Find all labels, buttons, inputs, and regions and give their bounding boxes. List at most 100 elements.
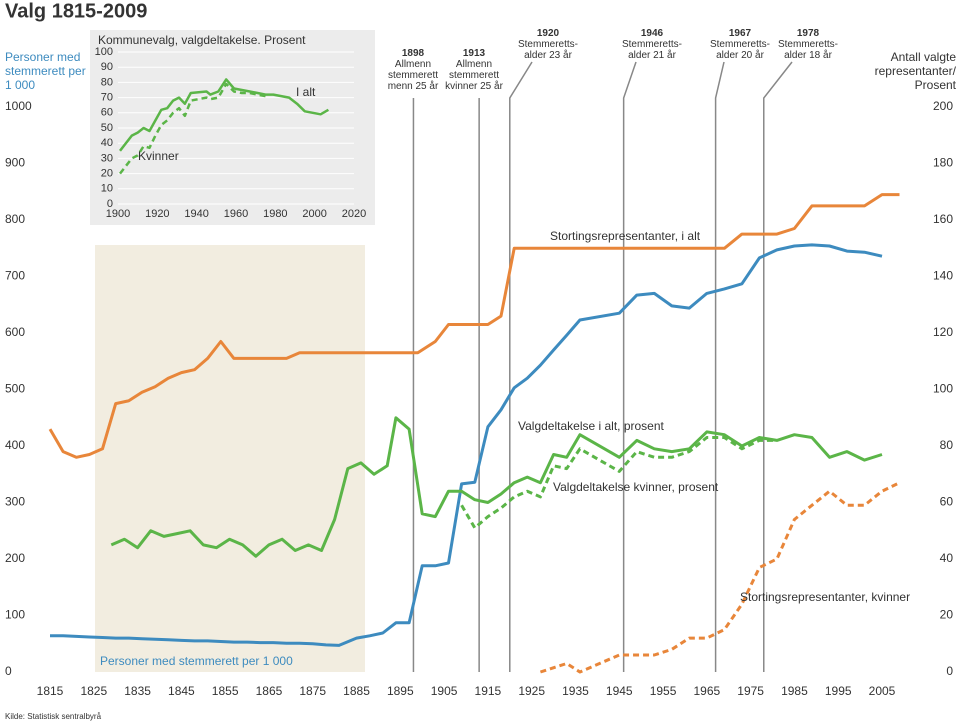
y-tick-label: 0 bbox=[107, 198, 113, 210]
x-tick-label: 2000 bbox=[302, 208, 326, 220]
event-label: 1898 Allmenn stemmerett menn 25 år bbox=[368, 48, 458, 92]
x-tick-label: 1975 bbox=[737, 684, 764, 698]
y2-tick-label: 200 bbox=[933, 99, 953, 113]
x-tick-label: 1815 bbox=[37, 684, 64, 698]
x-tick-label: 1920 bbox=[145, 208, 169, 220]
y-tick-label: 700 bbox=[5, 269, 25, 283]
x-tick-label: 2020 bbox=[342, 208, 366, 220]
event-line bbox=[509, 61, 533, 672]
y-tick-label: 80 bbox=[101, 76, 113, 88]
y2-tick-label: 140 bbox=[933, 269, 953, 283]
series-line bbox=[539, 481, 901, 674]
x-tick-label: 1940 bbox=[184, 208, 208, 220]
y-tick-label: 20 bbox=[101, 168, 113, 180]
x-tick-label: 1875 bbox=[299, 684, 326, 698]
series-label: I alt bbox=[296, 85, 316, 99]
y-tick-label: 50 bbox=[101, 122, 113, 134]
y2-tick-label: 60 bbox=[940, 495, 954, 509]
x-tick-label: 1955 bbox=[650, 684, 677, 698]
y-tick-label: 900 bbox=[5, 156, 25, 170]
event-text: alder 18 år bbox=[784, 50, 832, 61]
event-label: 1913 Allmenn stemmerett kvinner 25 år bbox=[429, 48, 519, 92]
series-label: Kvinner bbox=[138, 149, 179, 163]
x-tick-label: 1935 bbox=[562, 684, 589, 698]
y-tick-label: 500 bbox=[5, 382, 25, 396]
x-tick-label: 1995 bbox=[825, 684, 852, 698]
event-line bbox=[714, 61, 725, 672]
document-backdrop bbox=[95, 245, 365, 672]
x-tick-label: 1915 bbox=[475, 684, 502, 698]
event-line bbox=[622, 61, 637, 672]
x-tick-label: 1855 bbox=[212, 684, 239, 698]
x-tick-label: 1885 bbox=[343, 684, 370, 698]
y2-tick-label: 100 bbox=[933, 382, 953, 396]
event-label: 1920 Stemmeretts-alder 23 år bbox=[503, 28, 593, 61]
y-tick-label: 300 bbox=[5, 495, 25, 509]
event-text: stemmerett bbox=[387, 70, 438, 81]
source: Kilde: Statistisk sentralbyrå bbox=[5, 712, 102, 721]
x-tick-label: 1865 bbox=[256, 684, 283, 698]
series-line bbox=[119, 78, 330, 152]
series-line bbox=[48, 193, 900, 459]
series-line bbox=[119, 82, 266, 175]
event-year: 1946 bbox=[640, 28, 664, 39]
x-tick-label: 1900 bbox=[106, 208, 130, 220]
y-tick-label: 10 bbox=[101, 183, 113, 195]
series-label: Valgdeltakelse i alt, prosent bbox=[518, 419, 665, 433]
y-axis-title: Personer med stemmerett per 1 000 bbox=[5, 50, 86, 92]
event-text: menn 25 år bbox=[387, 81, 439, 92]
y2-tick-label: 40 bbox=[940, 551, 954, 565]
y-tick-label: 40 bbox=[101, 137, 113, 149]
event-year: 1978 bbox=[796, 28, 820, 39]
series-label: Stortingsrepresentanter, i alt bbox=[550, 229, 701, 243]
y2-tick-label: 80 bbox=[940, 438, 954, 452]
y-tick-label: 0 bbox=[5, 664, 12, 678]
event-text: alder 20 år bbox=[716, 50, 764, 61]
event-text: Allmenn bbox=[455, 59, 493, 70]
x-tick-label: 2005 bbox=[869, 684, 896, 698]
x-tick-label: 1980 bbox=[263, 208, 287, 220]
series-line bbox=[460, 436, 777, 530]
event-line bbox=[763, 61, 793, 672]
x-tick-label: 1960 bbox=[224, 208, 248, 220]
chart-title: Valg 1815-2009 bbox=[5, 0, 147, 22]
event-text: alder 21 år bbox=[628, 50, 676, 61]
event-text: alder 23 år bbox=[524, 50, 572, 61]
y2-tick-label: 0 bbox=[946, 664, 953, 678]
event-text: Stemmeretts- bbox=[621, 39, 682, 50]
event-label: 1946 Stemmeretts-alder 21 år bbox=[607, 28, 697, 61]
event-year: 1967 bbox=[728, 28, 752, 39]
y2-tick-label: 20 bbox=[940, 608, 954, 622]
y-tick-label: 70 bbox=[101, 92, 113, 104]
inset-title: Kommunevalg, valgdeltakelse. Prosent bbox=[98, 33, 306, 47]
y-tick-label: 100 bbox=[95, 46, 113, 58]
x-tick-label: 1905 bbox=[431, 684, 458, 698]
series-label: Valgdeltakelse kvinner, prosent bbox=[553, 480, 719, 494]
y2-tick-label: 120 bbox=[933, 325, 953, 339]
y-tick-label: 400 bbox=[5, 438, 25, 452]
series-line bbox=[110, 416, 883, 558]
event-text: Stemmeretts- bbox=[777, 39, 838, 50]
event-year: 1898 bbox=[401, 48, 425, 59]
y-tick-label: 60 bbox=[101, 107, 113, 119]
event-text: kvinner 25 år bbox=[445, 81, 503, 92]
y-tick-label: 90 bbox=[101, 61, 113, 73]
y-tick-label: 600 bbox=[5, 325, 25, 339]
event-label: 1978 Stemmeretts-alder 18 år bbox=[763, 28, 853, 61]
y2-tick-label: 160 bbox=[933, 212, 953, 226]
series-label: Personer med stemmerett per 1 000 bbox=[100, 654, 293, 668]
y-tick-label: 1000 bbox=[5, 99, 32, 113]
event-text: Allmenn bbox=[394, 59, 432, 70]
series-label: Stortingsrepresentanter, kvinner bbox=[740, 590, 910, 604]
series-line bbox=[50, 243, 883, 647]
event-year: 1913 bbox=[462, 48, 486, 59]
x-tick-label: 1825 bbox=[80, 684, 107, 698]
x-tick-label: 1965 bbox=[693, 684, 720, 698]
event-text: Stemmeretts- bbox=[709, 39, 770, 50]
x-tick-label: 1895 bbox=[387, 684, 414, 698]
x-tick-label: 1845 bbox=[168, 684, 195, 698]
event-text: Stemmeretts- bbox=[517, 39, 578, 50]
y2-axis-title: Antall valgte representanter/ Prosent bbox=[874, 50, 956, 92]
